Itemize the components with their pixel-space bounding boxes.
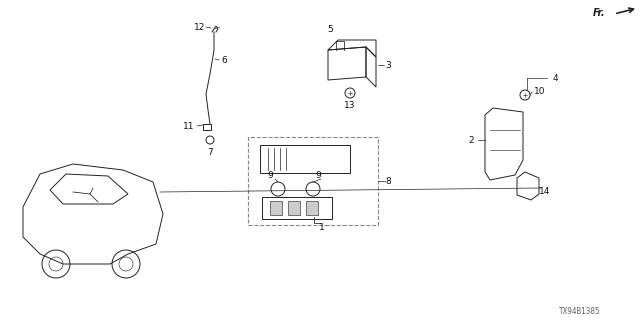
Text: 7: 7 — [207, 148, 213, 156]
Text: 11: 11 — [183, 122, 195, 131]
Bar — [203, 124, 211, 130]
Text: 8: 8 — [385, 177, 391, 186]
Text: 13: 13 — [344, 100, 356, 109]
Bar — [288, 201, 300, 215]
Text: 14: 14 — [540, 188, 550, 196]
Bar — [306, 201, 318, 215]
Text: 4: 4 — [552, 74, 558, 83]
Bar — [260, 145, 350, 173]
Text: 9: 9 — [267, 171, 273, 180]
Text: 1: 1 — [319, 223, 325, 233]
Text: 5: 5 — [327, 26, 333, 35]
Text: Fr.: Fr. — [593, 8, 605, 18]
Text: 3: 3 — [385, 60, 391, 69]
Bar — [262, 197, 332, 219]
Text: 2: 2 — [468, 135, 474, 145]
Bar — [270, 201, 282, 215]
Text: 9: 9 — [315, 171, 321, 180]
Text: 12: 12 — [195, 22, 205, 31]
Bar — [248, 137, 378, 225]
Text: 6: 6 — [221, 55, 227, 65]
Text: 10: 10 — [534, 87, 546, 97]
Text: TX94B1385: TX94B1385 — [559, 308, 601, 316]
